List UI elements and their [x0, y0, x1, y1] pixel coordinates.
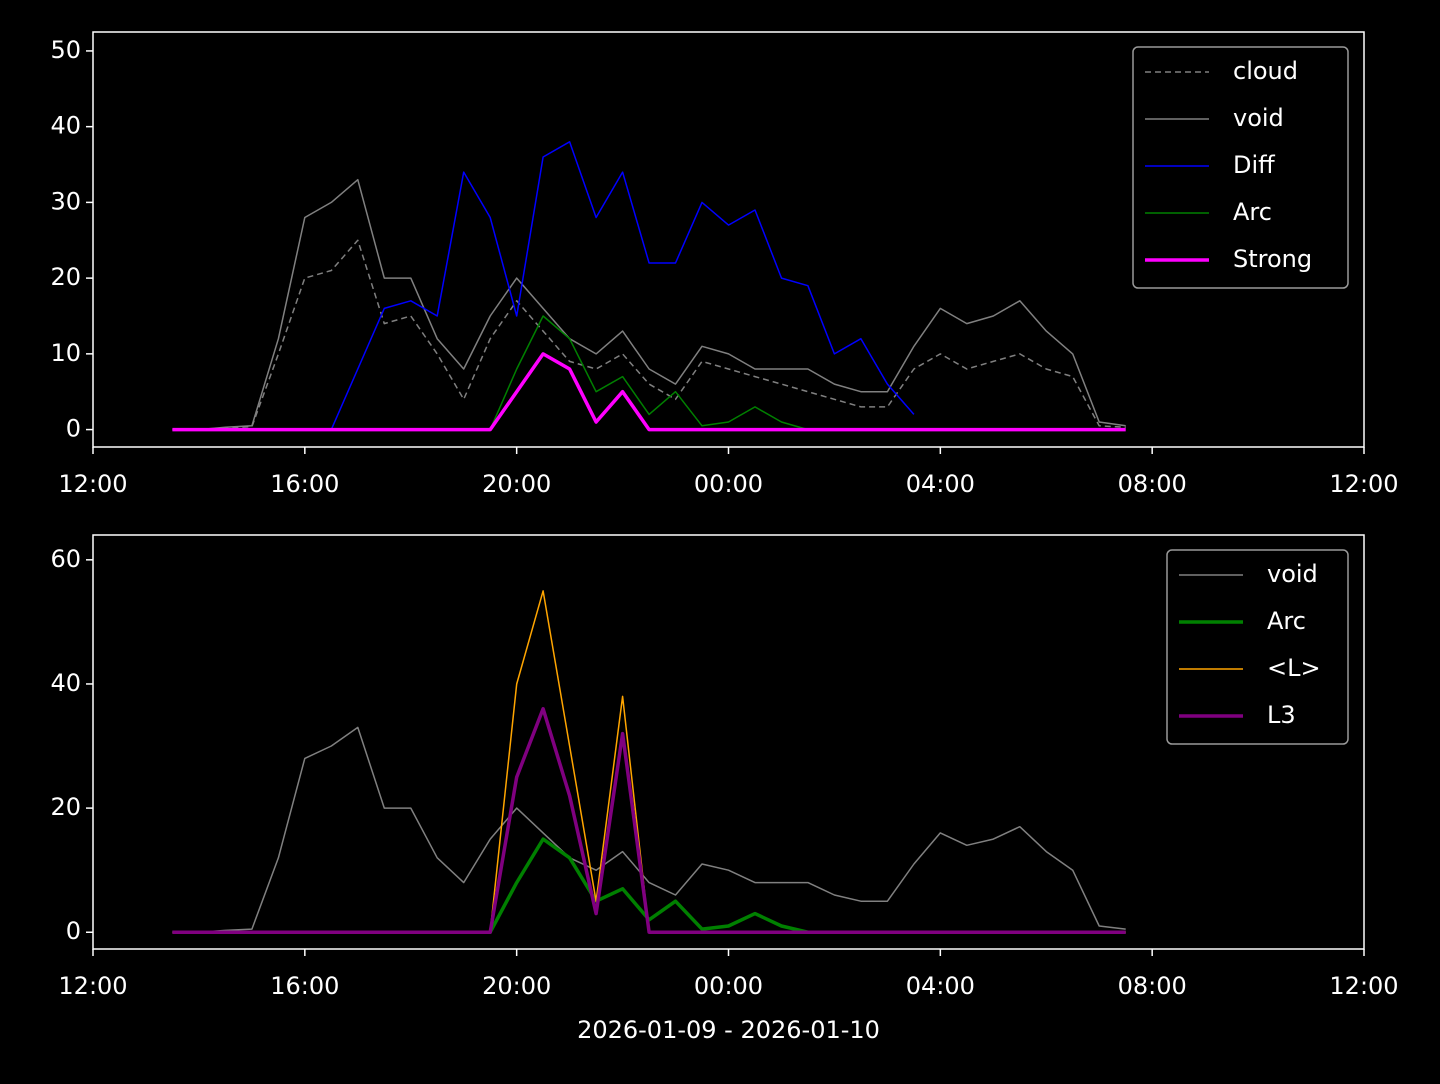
x-axis-label: 2026-01-09 - 2026-01-10 — [577, 1016, 880, 1044]
axes-frame — [92, 534, 1365, 950]
x-tick-label: 20:00 — [482, 972, 551, 1000]
x-tick-label: 04:00 — [906, 470, 975, 498]
y-tick-label: 10 — [50, 339, 81, 367]
axes-frame — [92, 31, 1365, 448]
y-tick-label: 20 — [50, 263, 81, 291]
y-tick-label: 40 — [50, 669, 81, 697]
x-tick-label: 16:00 — [270, 470, 339, 498]
series-line — [172, 726, 1126, 933]
legend-label: Diff — [1233, 151, 1275, 179]
y-tick-label: 20 — [50, 793, 81, 821]
legend-label: Strong — [1233, 245, 1312, 273]
y-tick-label: 0 — [66, 917, 81, 945]
legend-label: Arc — [1233, 198, 1272, 226]
series-line — [172, 239, 1126, 431]
x-tick-label: 12:00 — [1329, 972, 1398, 1000]
x-tick-label: 12:00 — [58, 470, 127, 498]
plot-area — [172, 141, 1126, 432]
x-tick-label: 08:00 — [1118, 972, 1187, 1000]
x-tick-label: 16:00 — [270, 972, 339, 1000]
legend-box — [1166, 549, 1349, 745]
series-line — [172, 352, 1126, 432]
x-tick-label: 04:00 — [906, 972, 975, 1000]
y-tick-label: 30 — [50, 187, 81, 215]
plot-area — [172, 590, 1126, 934]
legend-label: L3 — [1267, 701, 1296, 729]
y-tick-label: 60 — [50, 545, 81, 573]
y-tick-label: 40 — [50, 112, 81, 140]
legend-box — [1132, 46, 1349, 289]
x-tick-label: 00:00 — [694, 972, 763, 1000]
x-tick-label: 12:00 — [1329, 470, 1398, 498]
y-tick-label: 50 — [50, 36, 81, 64]
legend-label: void — [1267, 560, 1318, 588]
legend-label: void — [1233, 104, 1284, 132]
series-line — [172, 707, 1126, 934]
legend-label: cloud — [1233, 57, 1298, 85]
legend-label: Arc — [1267, 607, 1306, 635]
x-tick-label: 20:00 — [482, 470, 551, 498]
legend-label: <L> — [1267, 654, 1321, 682]
series-line — [330, 141, 915, 430]
x-tick-label: 08:00 — [1118, 470, 1187, 498]
x-tick-label: 00:00 — [694, 470, 763, 498]
x-tick-label: 12:00 — [58, 972, 127, 1000]
series-line — [172, 178, 1126, 431]
y-tick-label: 0 — [66, 415, 81, 443]
